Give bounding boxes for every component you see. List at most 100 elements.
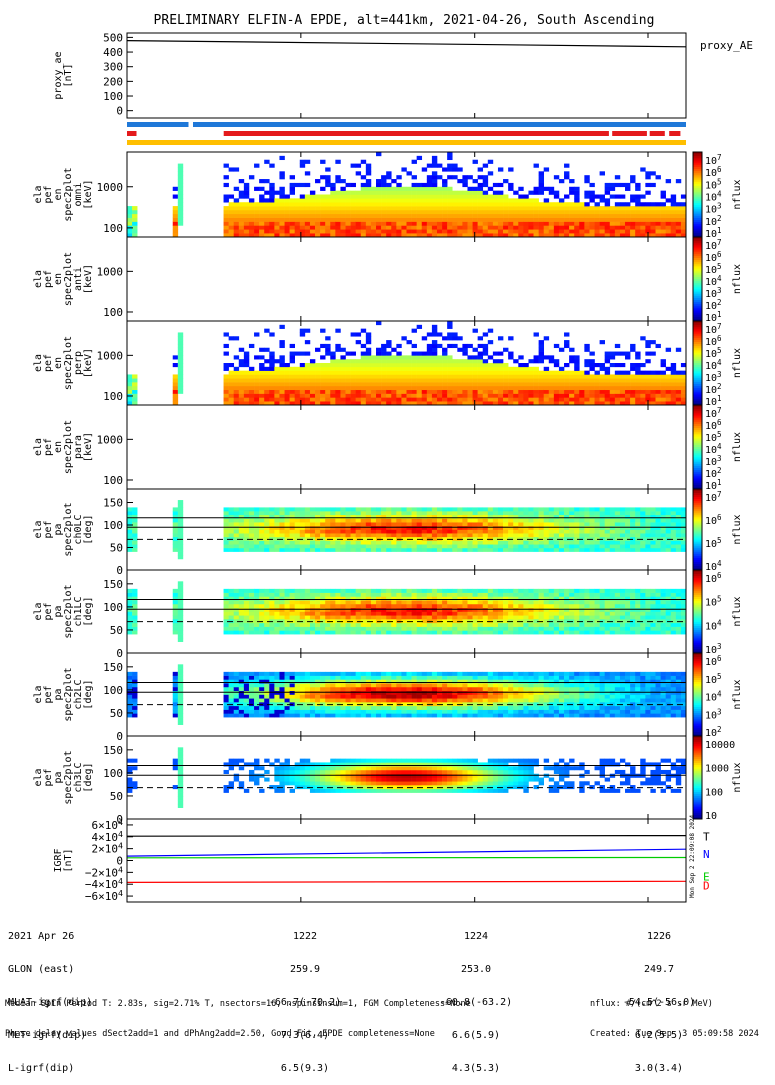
heatmap-cell: [549, 530, 554, 534]
heatmap-cell: [625, 206, 630, 210]
heatmap-cell: [274, 371, 279, 375]
heatmap-cell: [422, 615, 427, 619]
heatmap-cell: [320, 355, 325, 359]
heatmap-cell: [447, 627, 452, 631]
heatmap-cell: [285, 627, 290, 631]
heatmap-cell: [346, 630, 351, 634]
heatmap-cell: [346, 548, 351, 552]
heatmap-cell: [584, 390, 589, 394]
heatmap-cell: [498, 627, 503, 631]
heatmap-cell: [417, 206, 422, 210]
heatmap-cell: [534, 537, 539, 541]
heatmap-cell: [371, 544, 376, 548]
heatmap-cell: [127, 612, 132, 616]
heatmap-cell: [396, 537, 401, 541]
heatmap-cell: [412, 390, 417, 394]
heatmap-cell: [335, 627, 340, 631]
heatmap-cell: [229, 530, 234, 534]
heatmap-cell: [234, 382, 239, 386]
heatmap-cell: [610, 195, 615, 199]
heatmap-cell: [615, 371, 620, 375]
heatmap-cell: [671, 526, 676, 530]
heatmap-cell: [584, 229, 589, 233]
heatmap-cell: [462, 511, 467, 515]
heatmap-cell: [391, 191, 396, 195]
heatmap-cell: [483, 537, 488, 541]
heatmap-cell: [391, 394, 396, 398]
heatmap-cell: [437, 367, 442, 371]
heatmap-cell: [528, 218, 533, 222]
heatmap-cell: [229, 507, 234, 511]
heatmap-cell: [320, 604, 325, 608]
heatmap-cell: [264, 191, 269, 195]
heatmap-cell: [447, 533, 452, 537]
heatmap-cell: [483, 394, 488, 398]
heatmap-cell: [661, 378, 666, 382]
heatmap-cell: [239, 374, 244, 378]
heatmap-cell: [305, 363, 310, 367]
heatmap-cell: [412, 522, 417, 526]
heatmap-cell: [518, 397, 523, 401]
heatmap-cell: [427, 332, 432, 336]
heatmap-cell: [671, 507, 676, 511]
heatmap-cell: [656, 390, 661, 394]
heatmap-cell: [412, 619, 417, 623]
heatmap-cell: [442, 352, 447, 356]
heatmap-cell: [346, 619, 351, 623]
heatmap-cell: [625, 222, 630, 226]
heatmap-cell: [534, 390, 539, 394]
heatmap-cell: [564, 615, 569, 619]
heatmap-cell: [483, 195, 488, 199]
heatmap-cell: [127, 382, 132, 386]
heatmap-cell: [376, 214, 381, 218]
heatmap-cell: [340, 367, 345, 371]
heatmap-cell: [462, 530, 467, 534]
heatmap-cell: [330, 359, 335, 363]
heatmap-cell: [640, 229, 645, 233]
heatmap-cell: [610, 225, 615, 229]
heatmap-cell: [244, 530, 249, 534]
heatmap-cell: [569, 222, 574, 226]
heatmap-cell: [315, 367, 320, 371]
heatmap-cell: [554, 175, 559, 179]
heatmap-cell: [432, 615, 437, 619]
heatmap-cell: [498, 225, 503, 229]
heatmap-cell: [488, 541, 493, 545]
heatmap-cell: [539, 344, 544, 348]
heatmap-cell: [671, 225, 676, 229]
heatmap-cell: [503, 530, 508, 534]
heatmap-cell: [381, 507, 386, 511]
heatmap-cell: [589, 544, 594, 548]
heatmap-cell: [635, 378, 640, 382]
heatmap-cell: [518, 378, 523, 382]
heatmap-cell: [279, 187, 284, 191]
heatmap-cell: [508, 222, 513, 226]
heatmap-cell: [259, 530, 264, 534]
heatmap-cell: [478, 533, 483, 537]
heatmap-cell: [315, 382, 320, 386]
heatmap-cell: [523, 604, 528, 608]
heatmap-cell: [361, 214, 366, 218]
heatmap-cell: [351, 604, 356, 608]
heatmap-cell: [234, 336, 239, 340]
heatmap-cell: [305, 627, 310, 631]
heatmap-cell: [178, 371, 183, 375]
heatmap-cell: [295, 218, 300, 222]
heatmap-cell: [483, 507, 488, 511]
heatmap-cell: [564, 522, 569, 526]
heatmap-cell: [356, 619, 361, 623]
heatmap-cell: [508, 507, 513, 511]
heatmap-cell: [412, 359, 417, 363]
heatmap-cell: [656, 397, 661, 401]
heatmap-cell: [335, 608, 340, 612]
heatmap-cell: [442, 619, 447, 623]
heatmap-cell: [503, 541, 508, 545]
heatmap-cell: [630, 533, 635, 537]
heatmap-cell: [462, 526, 467, 530]
heatmap-cell: [544, 593, 549, 597]
heatmap-cell: [320, 386, 325, 390]
heatmap-cell: [615, 630, 620, 634]
heatmap-cell: [335, 359, 340, 363]
heatmap-cell: [457, 589, 462, 593]
heatmap-cell: [610, 511, 615, 515]
